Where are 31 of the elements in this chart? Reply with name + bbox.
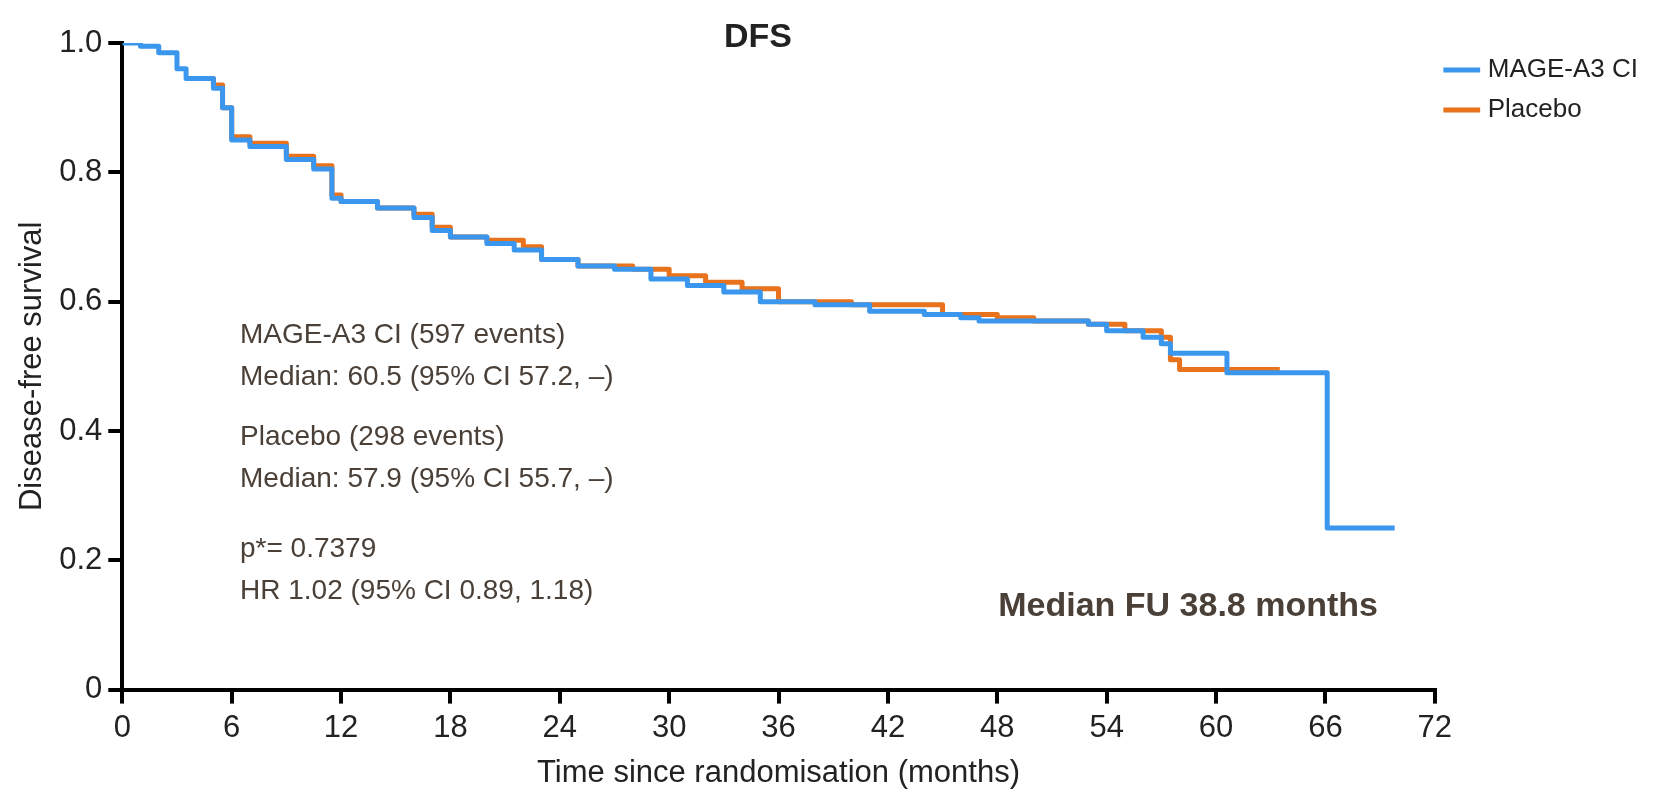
annotation: Median FU 38.8 months	[998, 585, 1378, 624]
x-tick-label: 18	[433, 708, 468, 744]
x-tick-label: 54	[1089, 708, 1124, 744]
annotation: HR 1.02 (95% CI 0.89, 1.18)	[240, 574, 594, 606]
x-tick-label: 66	[1308, 708, 1343, 744]
y-tick-label: 0.8	[59, 152, 103, 188]
annotation: Median: 60.5 (95% CI 57.2, –)	[240, 360, 614, 392]
x-tick-label: 12	[323, 708, 359, 744]
legend-label: Placebo	[1487, 93, 1582, 124]
annotation: p*= 0.7379	[240, 532, 377, 564]
annotation: Median: 57.9 (95% CI 55.7, –)	[240, 462, 614, 494]
legend-label: MAGE-A3 CI	[1487, 53, 1638, 84]
y-tick-label: 1.0	[59, 23, 103, 59]
x-tick-label: 24	[542, 708, 578, 744]
x-tick-label: 48	[980, 708, 1015, 744]
y-tick-label: 0.2	[59, 540, 103, 576]
annotation: Placebo (298 events)	[240, 420, 505, 452]
x-tick-label: 72	[1417, 708, 1452, 744]
x-axis-title: Time since randomisation (months)	[537, 753, 1021, 789]
x-tick-label: 0	[113, 708, 131, 744]
y-tick-label: 0.4	[59, 411, 103, 447]
y-tick-label: 0.6	[59, 282, 103, 318]
x-tick-label: 30	[651, 708, 687, 744]
x-tick-label: 36	[761, 708, 796, 744]
y-axis-title: Disease-free survival	[13, 221, 49, 512]
annotation: MAGE-A3 CI (597 events)	[240, 318, 566, 350]
x-tick-label: 60	[1198, 708, 1234, 744]
x-tick-label: 6	[223, 708, 241, 744]
y-tick-label: 0	[85, 670, 103, 706]
chart-title: DFS	[723, 16, 793, 55]
x-tick-label: 42	[870, 708, 906, 744]
